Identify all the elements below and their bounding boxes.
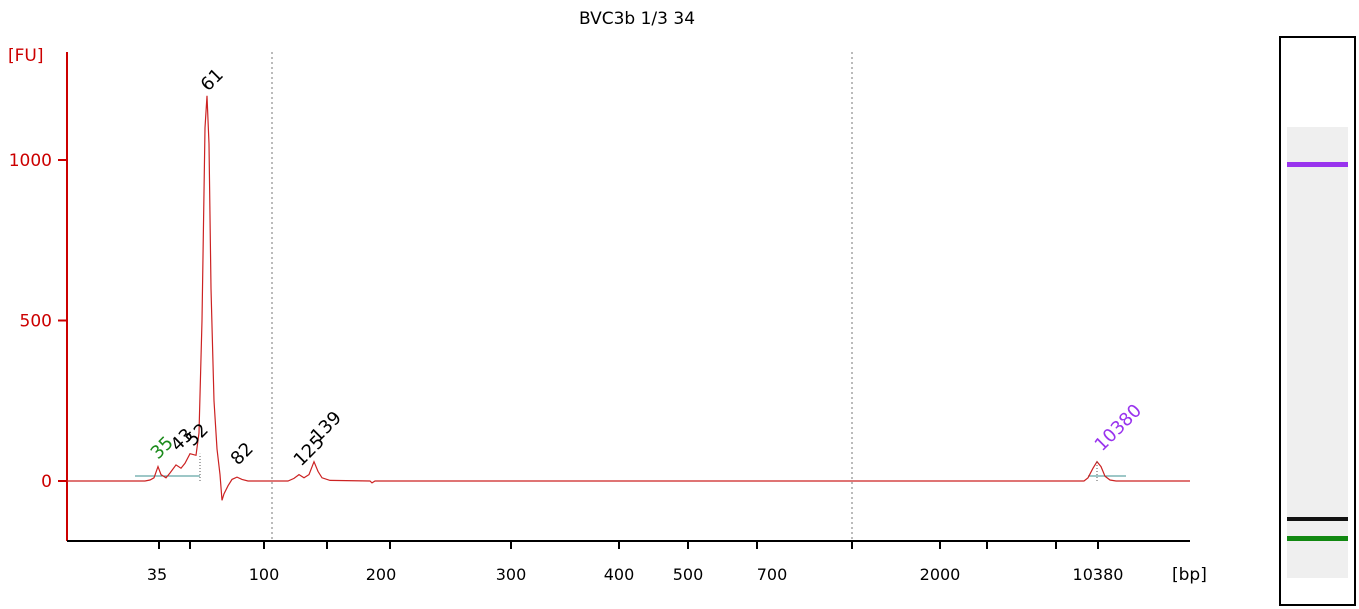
peak-label: 82	[227, 438, 258, 469]
y-tick-label: 500	[20, 312, 52, 332]
signal-trace	[67, 95, 1190, 501]
x-tick-label: 10380	[1073, 565, 1124, 584]
peak-label: 10380	[1091, 400, 1146, 455]
x-tick-label: 700	[757, 565, 788, 584]
x-tick-label: 300	[496, 565, 527, 584]
x-axis-label: [bp]	[1172, 565, 1207, 585]
peak-label: 61	[197, 64, 228, 95]
trace-group	[67, 95, 1190, 501]
gel-band-lower-marker	[1287, 536, 1348, 541]
y-ticks: 0 500 1000	[9, 151, 67, 492]
x-tick-label: 35	[147, 565, 167, 584]
x-ticks: 35 100 200 300 400 500 700 2000 10380	[147, 541, 1124, 584]
gel-image	[1279, 36, 1356, 606]
gel-lane	[1287, 127, 1348, 578]
y-axis-label: [FU]	[8, 46, 44, 66]
x-tick-label: 500	[673, 565, 704, 584]
y-tick-label: 0	[41, 472, 52, 492]
electropherogram: BVC3b 1/3 34 [FU] 0 500 1000 [bp] 35 100 200…	[8, 9, 1207, 585]
gel-band-sample	[1287, 517, 1348, 521]
y-tick-label: 1000	[9, 151, 52, 171]
x-tick-label: 400	[604, 565, 635, 584]
x-tick-label: 2000	[920, 565, 961, 584]
x-tick-label: 200	[366, 565, 397, 584]
gel-band-upper-marker	[1287, 162, 1348, 167]
x-tick-label: 100	[249, 565, 280, 584]
chart-title: BVC3b 1/3 34	[579, 9, 695, 29]
